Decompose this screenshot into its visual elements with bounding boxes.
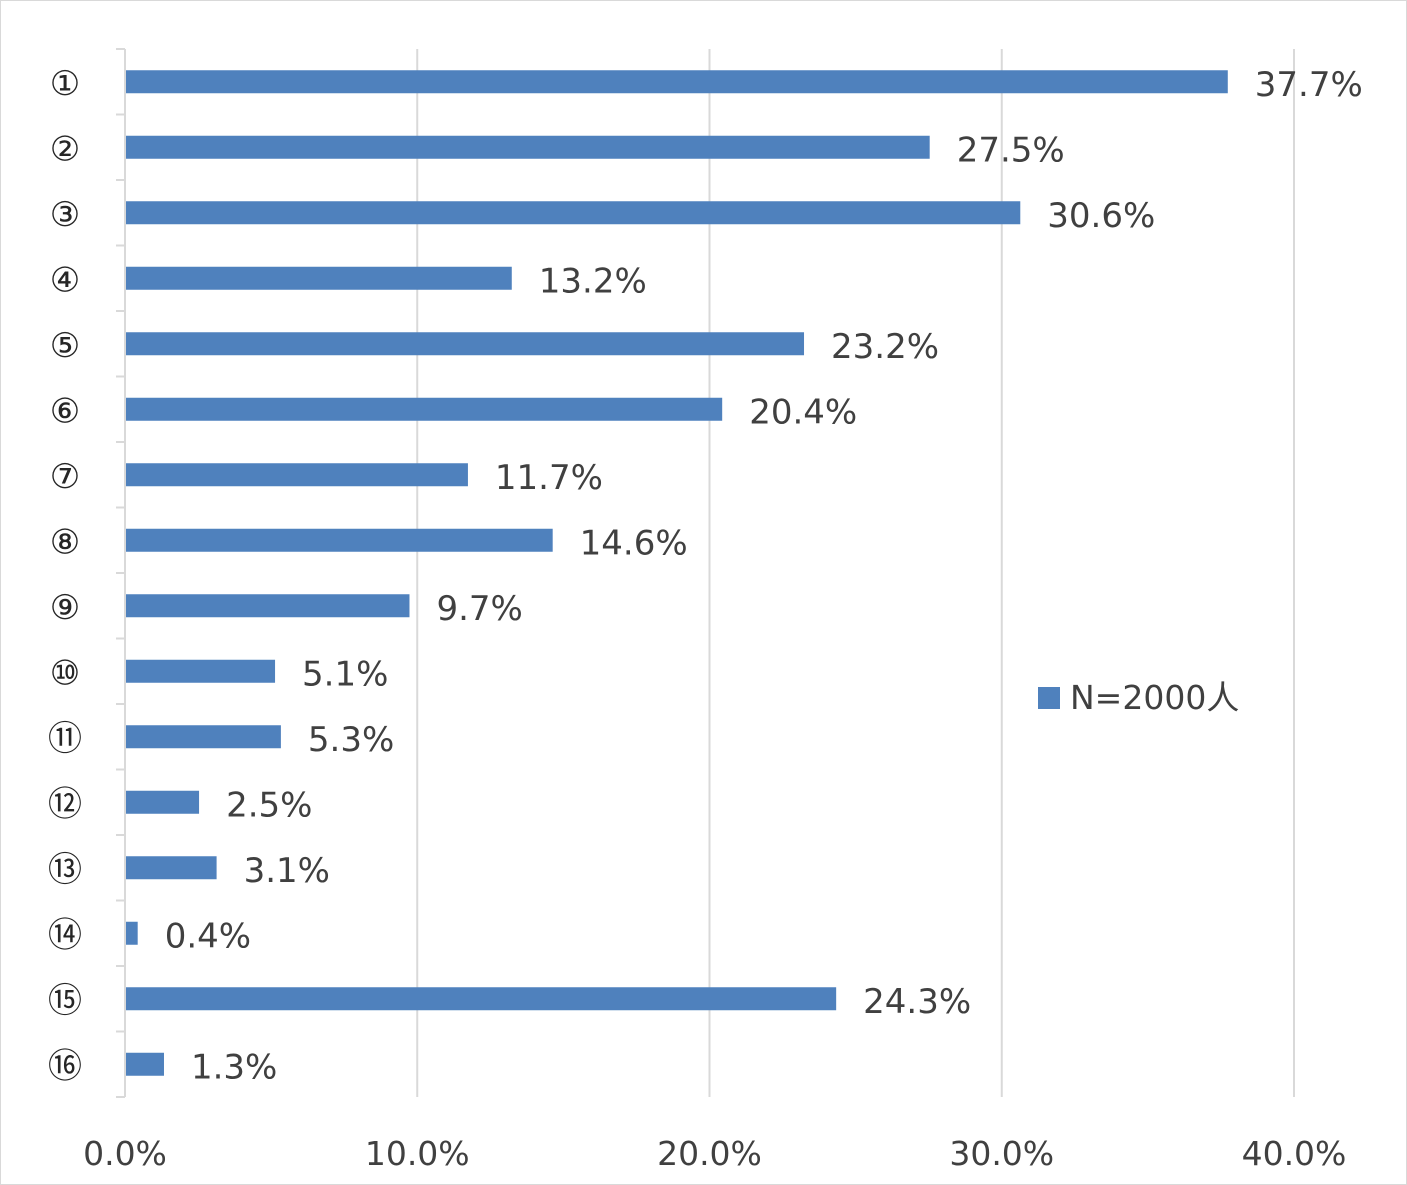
legend: N=2000人	[1038, 678, 1239, 717]
category-label: ⑥	[50, 391, 80, 431]
x-tick-label: 10.0%	[365, 1134, 470, 1173]
category-label: ⑫	[48, 784, 82, 824]
category-label: ①	[50, 64, 80, 104]
data-label: 1.3%	[191, 1047, 277, 1087]
data-label: 11.7%	[495, 458, 603, 498]
category-label: ⑦	[50, 457, 80, 497]
category-axis	[116, 48, 126, 1098]
data-label: 23.2%	[831, 327, 939, 367]
category-label: ⑩	[50, 653, 80, 693]
category-label: ④	[50, 260, 80, 300]
data-label: 14.6%	[580, 523, 688, 563]
data-label: 2.5%	[226, 785, 312, 825]
category-label: ⑭	[48, 915, 82, 955]
x-tick-label: 20.0%	[657, 1134, 762, 1173]
category-label: ⑧	[50, 522, 80, 562]
category-label: ⑬	[48, 850, 82, 890]
bar	[126, 332, 805, 356]
data-label: 9.7%	[436, 589, 522, 629]
legend-label: N=2000人	[1070, 678, 1239, 717]
data-labels: 37.7% 27.5% 30.6% 13.2% 23.2% 20.4% 11.7% 14.6%…	[165, 65, 1363, 1088]
data-label: 24.3%	[863, 982, 971, 1022]
bar	[126, 397, 723, 421]
category-label: ⑪	[48, 719, 82, 759]
bar	[126, 528, 553, 552]
bar	[126, 70, 1228, 94]
bar	[126, 987, 837, 1011]
bar	[126, 266, 512, 290]
bar	[126, 790, 200, 814]
category-labels: ① ② ③ ④ ⑤ ⑥ ⑦ ⑧ ⑨ ⑩ ⑪ ⑫ ⑬ ⑭ ⑮ ⑯	[48, 64, 82, 1087]
bar	[126, 856, 217, 880]
legend-swatch	[1038, 687, 1060, 709]
data-label: 3.1%	[244, 851, 330, 891]
bar	[126, 659, 276, 683]
bar	[126, 594, 410, 618]
data-label: 27.5%	[957, 130, 1065, 170]
category-label: ②	[50, 129, 80, 169]
bar	[126, 921, 138, 945]
bar	[126, 463, 468, 487]
category-label: ⑯	[48, 1046, 82, 1086]
bars	[126, 70, 1228, 1076]
category-label: ⑨	[50, 588, 80, 628]
bar	[126, 1052, 164, 1076]
data-label: 30.6%	[1047, 196, 1155, 236]
data-label: 5.3%	[308, 720, 394, 760]
bar	[126, 725, 281, 749]
bar	[126, 135, 930, 159]
category-label: ③	[50, 195, 80, 235]
data-label: 13.2%	[539, 261, 647, 301]
data-label: 37.7%	[1255, 65, 1363, 105]
data-label: 20.4%	[749, 392, 857, 432]
x-tick-labels: 0.0% 10.0% 20.0% 30.0% 40.0%	[83, 1134, 1346, 1173]
bar	[126, 201, 1021, 225]
x-tick-label: 0.0%	[83, 1134, 167, 1173]
x-tick-label: 30.0%	[949, 1134, 1054, 1173]
data-label: 0.4%	[165, 916, 251, 956]
x-tick-label: 40.0%	[1242, 1134, 1347, 1173]
category-label: ⑮	[48, 981, 82, 1021]
data-label: 5.1%	[302, 654, 388, 694]
category-label: ⑤	[50, 326, 80, 366]
